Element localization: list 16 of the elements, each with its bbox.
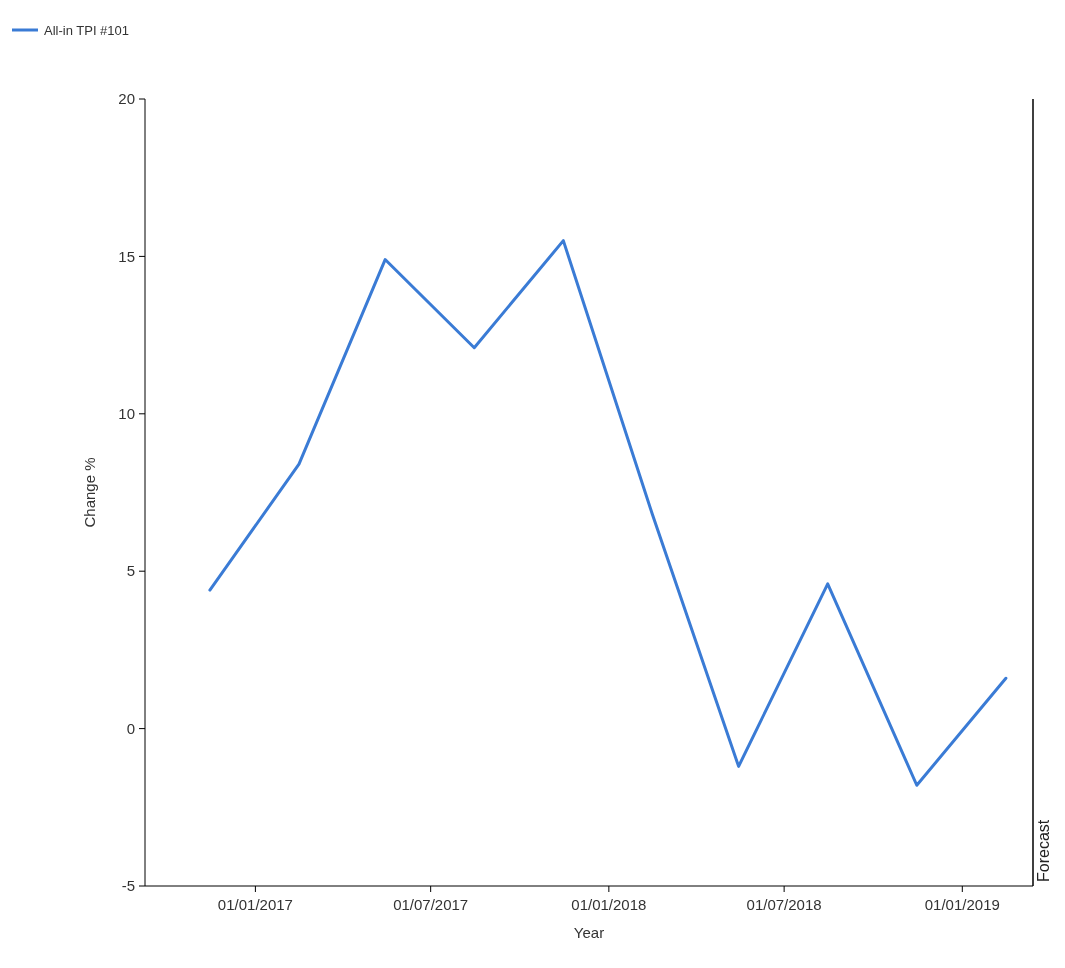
ref-line-label: Forecast: [1035, 819, 1052, 882]
y-tick-label: -5: [121, 877, 135, 895]
y-axis-title: Change %: [81, 457, 98, 528]
x-tick-label: 01/07/2017: [393, 896, 469, 913]
y-tick-label: 0: [126, 719, 135, 737]
legend-label: All-in TPI #101: [44, 22, 130, 38]
y-tick-label: 10: [118, 405, 135, 423]
y-tick-label: 5: [126, 562, 135, 580]
x-axis-title: Year: [573, 924, 605, 941]
y-tick-label: 20: [118, 90, 135, 108]
line-series: [208, 239, 1008, 787]
x-tick-label: 01/07/2018: [746, 896, 822, 913]
x-tick-label: 01/01/2017: [217, 896, 293, 913]
x-tick-label: 01/01/2019: [924, 896, 1000, 913]
x-tick-label: 01/01/2018: [571, 896, 647, 913]
y-tick-label: 15: [118, 247, 135, 265]
